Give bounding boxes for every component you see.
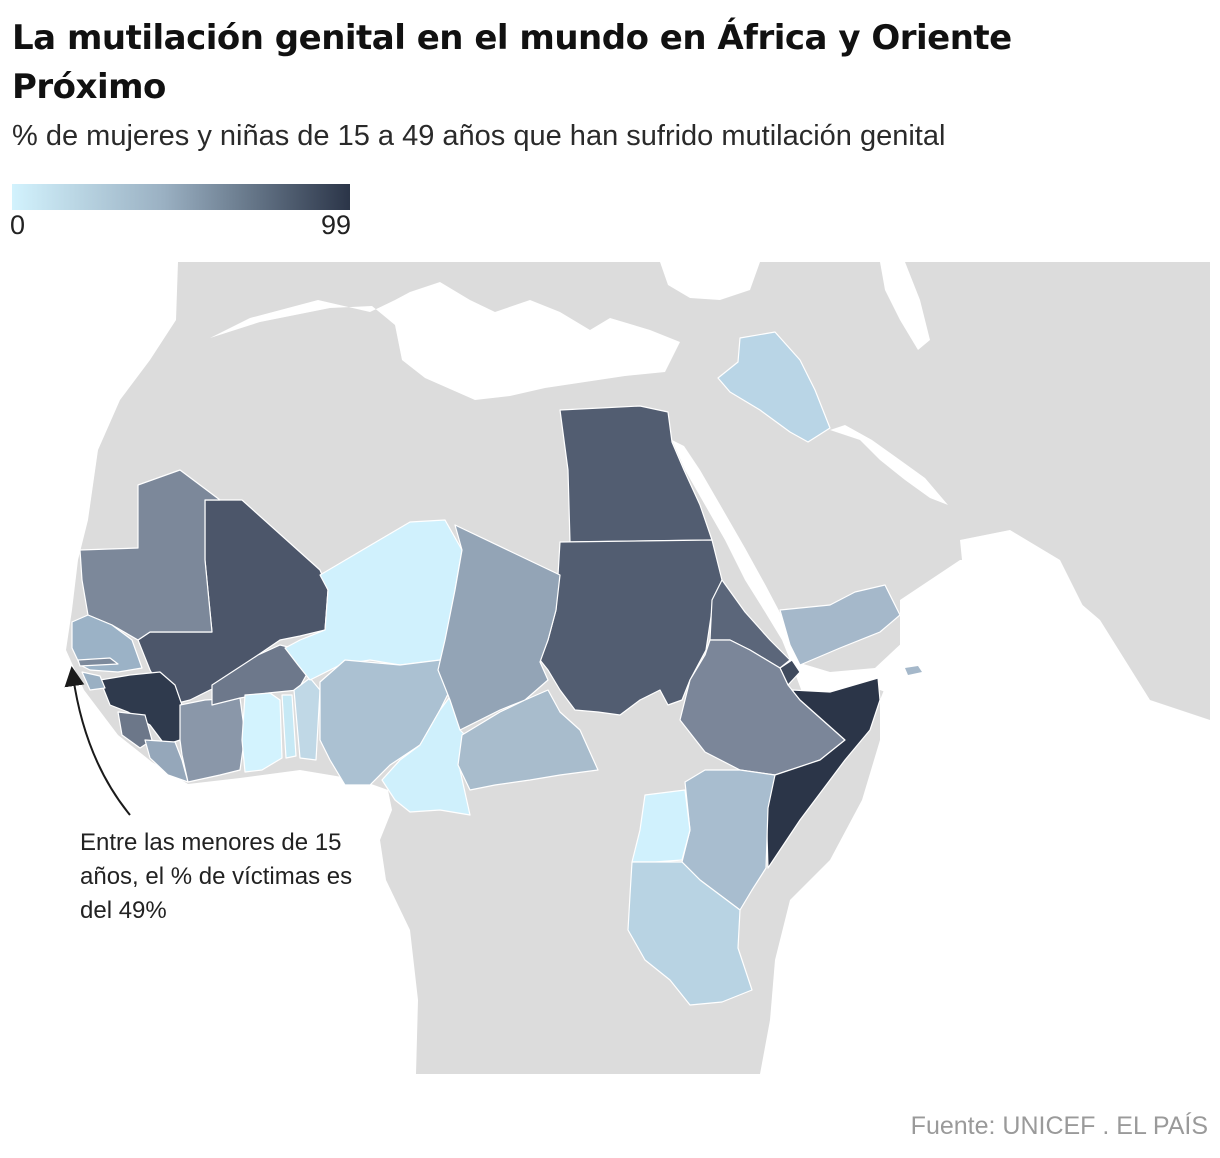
country-somalia[interactable] (765, 677, 881, 869)
persian-gulf (830, 425, 948, 505)
legend-max-label: 99 (320, 210, 351, 240)
country-ghana[interactable] (241, 692, 283, 773)
country-senegal[interactable] (71, 614, 143, 673)
arabian-sea (960, 530, 1090, 720)
mediterranean-sea (210, 282, 680, 400)
country-guinea-bissau[interactable] (81, 671, 106, 691)
indian-ocean (760, 560, 1210, 1074)
map-annotation: Entre las menores de 15 años, el % de ví… (80, 829, 353, 924)
black-sea (660, 262, 760, 300)
country-iraq[interactable] (717, 331, 831, 443)
country-benin[interactable] (293, 677, 321, 761)
red-sea (672, 440, 800, 668)
country-central-african-republic[interactable] (457, 689, 599, 791)
annotation-arrow-line (64, 666, 131, 816)
country-gambia[interactable] (77, 657, 119, 667)
country-egypt[interactable] (559, 405, 713, 543)
country-chad[interactable] (437, 524, 561, 731)
atlantic-ocean (0, 262, 418, 1074)
legend-min-label: 0 (10, 210, 26, 240)
country-yemen[interactable] (779, 584, 901, 666)
source-credit: Fuente: UNICEF . EL PAÍS (910, 1112, 1208, 1140)
country-tanzania[interactable] (627, 861, 753, 1006)
island-socotra (905, 666, 922, 675)
chart-subtitle: % de mujeres y niñas de 15 a 49 años que… (12, 120, 946, 152)
choropleth-map (0, 262, 1210, 1074)
color-scale-legend (12, 184, 350, 210)
country-niger[interactable] (284, 519, 463, 681)
country-mauritania[interactable] (79, 469, 221, 641)
country-togo[interactable] (281, 694, 297, 759)
country-uganda[interactable] (631, 789, 691, 863)
caspian-sea (880, 262, 930, 350)
chart-title: La mutilación genital en el mundo en Áfr… (12, 18, 1012, 107)
